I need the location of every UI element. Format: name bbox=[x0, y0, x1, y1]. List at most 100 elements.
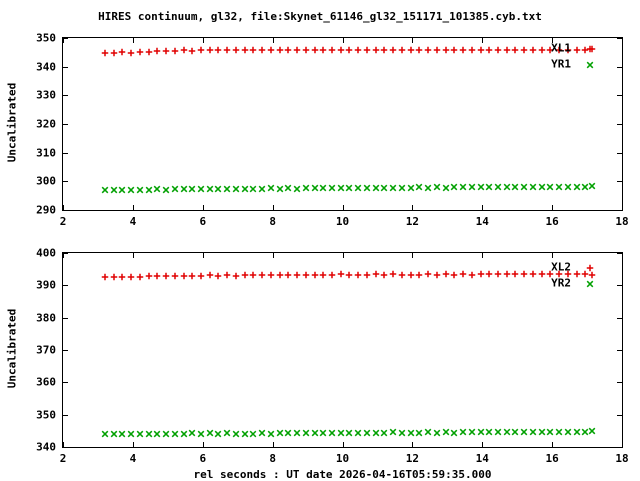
data-point bbox=[266, 423, 275, 442]
data-point bbox=[493, 39, 502, 58]
y-tick-mark bbox=[62, 67, 68, 68]
data-point bbox=[520, 176, 529, 195]
data-point bbox=[450, 40, 459, 59]
y-tick-mark-right bbox=[617, 415, 623, 416]
data-point bbox=[380, 264, 389, 283]
data-point bbox=[406, 40, 415, 59]
data-point bbox=[397, 178, 406, 197]
data-point bbox=[520, 39, 529, 58]
legend-marker-xl2 bbox=[586, 258, 595, 277]
data-point bbox=[310, 264, 319, 283]
data-point bbox=[284, 39, 293, 58]
x-tick-mark-top bbox=[622, 252, 623, 258]
data-point bbox=[179, 423, 188, 442]
data-point bbox=[118, 266, 127, 285]
data-point bbox=[467, 264, 476, 283]
data-point bbox=[389, 177, 398, 196]
data-point bbox=[153, 265, 162, 284]
x-tick-label: 4 bbox=[129, 215, 137, 228]
data-point bbox=[240, 40, 249, 59]
data-point bbox=[415, 40, 424, 59]
x-tick-label: 14 bbox=[475, 452, 489, 465]
data-point bbox=[284, 265, 293, 284]
data-point bbox=[188, 40, 197, 59]
legend-marker-xl1 bbox=[586, 39, 595, 58]
x-tick-mark bbox=[273, 442, 274, 448]
data-point bbox=[459, 39, 468, 58]
data-point bbox=[162, 179, 171, 198]
data-point bbox=[511, 177, 520, 196]
data-point bbox=[493, 264, 502, 283]
y-tick-label: 310 bbox=[36, 146, 56, 160]
y-tick-label: 360 bbox=[36, 375, 56, 389]
data-point bbox=[328, 40, 337, 59]
data-point bbox=[432, 422, 441, 441]
data-point bbox=[266, 178, 275, 197]
data-point bbox=[389, 40, 398, 59]
y-tick-mark-right bbox=[617, 382, 623, 383]
data-point bbox=[258, 40, 267, 59]
data-point bbox=[528, 39, 537, 58]
data-point bbox=[293, 40, 302, 59]
data-point bbox=[328, 264, 337, 283]
data-point bbox=[319, 40, 328, 59]
data-point bbox=[293, 178, 302, 197]
data-point bbox=[127, 42, 136, 61]
data-point bbox=[214, 265, 223, 284]
y-tick-mark bbox=[62, 253, 68, 254]
data-point bbox=[258, 423, 267, 442]
data-point bbox=[197, 178, 206, 197]
data-point bbox=[441, 264, 450, 283]
data-point bbox=[266, 40, 275, 59]
y-tick-mark bbox=[62, 447, 68, 448]
x-tick-mark-top bbox=[412, 37, 413, 43]
data-point bbox=[249, 39, 258, 58]
data-point bbox=[354, 40, 363, 59]
x-tick-mark-top bbox=[203, 37, 204, 43]
data-point bbox=[345, 422, 354, 441]
data-point bbox=[135, 266, 144, 285]
data-point bbox=[415, 264, 424, 283]
data-point bbox=[441, 40, 450, 59]
data-point bbox=[231, 423, 240, 442]
data-point bbox=[197, 40, 206, 59]
x-tick-label: 12 bbox=[405, 215, 419, 228]
y-tick-label: 340 bbox=[36, 60, 56, 74]
data-point bbox=[301, 423, 310, 442]
data-point bbox=[100, 180, 109, 199]
data-point bbox=[170, 40, 179, 59]
data-point bbox=[188, 265, 197, 284]
data-point bbox=[362, 40, 371, 59]
data-point bbox=[424, 39, 433, 58]
data-point bbox=[336, 264, 345, 283]
x-tick-mark-top bbox=[273, 37, 274, 43]
data-point bbox=[345, 40, 354, 59]
y-tick-mark bbox=[62, 285, 68, 286]
x-tick-label: 10 bbox=[335, 452, 350, 465]
x-tick-mark bbox=[482, 205, 483, 211]
data-point bbox=[485, 422, 494, 441]
data-point bbox=[135, 42, 144, 61]
data-point bbox=[485, 40, 494, 59]
data-point bbox=[205, 423, 214, 442]
data-point bbox=[135, 424, 144, 443]
y-tick-mark-right bbox=[617, 67, 623, 68]
data-point bbox=[240, 424, 249, 443]
data-point bbox=[389, 264, 398, 283]
data-point bbox=[371, 40, 380, 59]
x-tick-mark bbox=[343, 205, 344, 211]
y-tick-mark-right bbox=[617, 350, 623, 351]
data-point bbox=[467, 177, 476, 196]
x-tick-mark-top bbox=[552, 252, 553, 258]
data-point bbox=[319, 178, 328, 197]
data-point bbox=[397, 422, 406, 441]
data-point bbox=[511, 264, 520, 283]
data-point bbox=[537, 422, 546, 441]
x-tick-label: 16 bbox=[545, 452, 559, 465]
y-axis-label-top: Uncalibrated bbox=[5, 82, 19, 163]
data-point bbox=[275, 178, 284, 197]
x-tick-mark-top bbox=[343, 37, 344, 43]
data-point bbox=[537, 176, 546, 195]
y-tick-mark-right bbox=[617, 153, 623, 154]
